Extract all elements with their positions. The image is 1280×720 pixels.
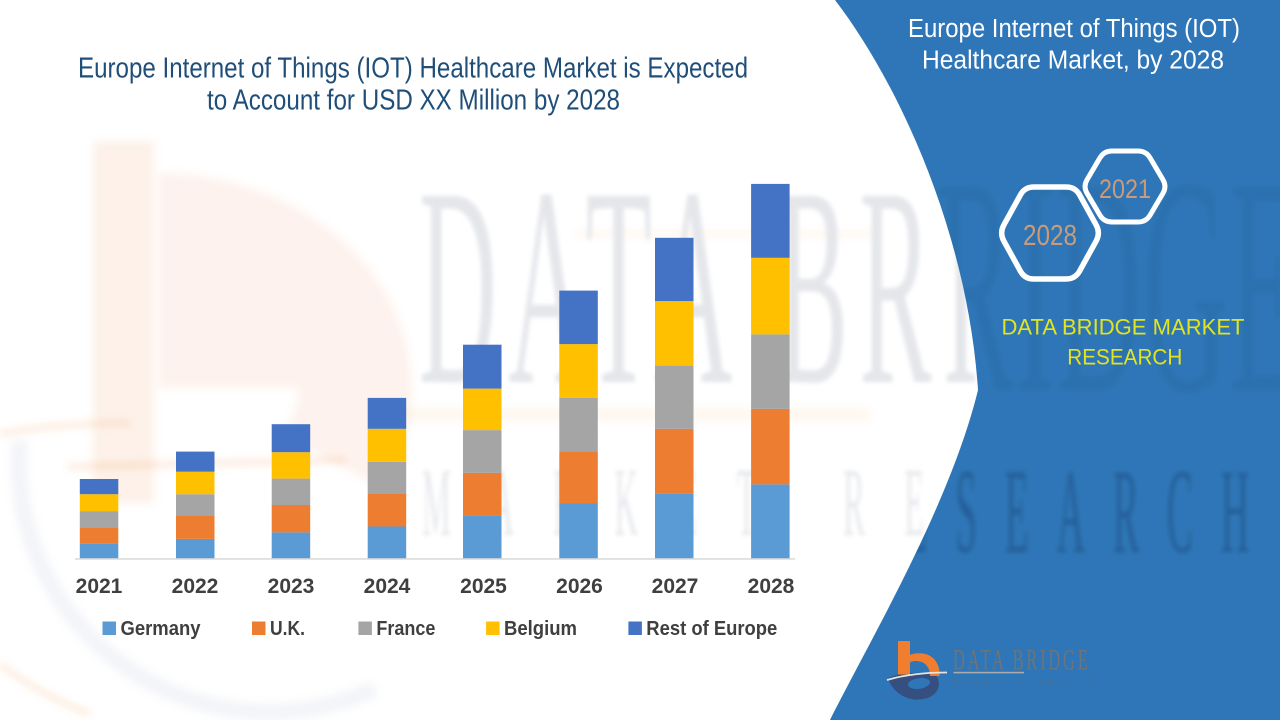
svg-text:Europe Internet of Things (IOT: Europe Internet of Things (IOT) Healthca… xyxy=(78,53,748,85)
svg-text:2023: 2023 xyxy=(268,575,315,598)
svg-text:2022: 2022 xyxy=(172,575,219,598)
svg-text:Germany: Germany xyxy=(121,617,202,640)
svg-text:DATA BRIDGE MARKET: DATA BRIDGE MARKET xyxy=(1002,314,1245,339)
svg-text:RESEARCH: RESEARCH xyxy=(1067,344,1182,369)
svg-text:U.K.: U.K. xyxy=(270,617,305,640)
svg-text:2021: 2021 xyxy=(1099,174,1151,204)
svg-text:Belgium: Belgium xyxy=(504,617,577,640)
svg-text:2026: 2026 xyxy=(556,575,603,598)
svg-text:MARKET RESEARCH: MARKET RESEARCH xyxy=(953,676,1099,689)
svg-text:to Account for USD XX Million: to Account for USD XX Million by 2028 xyxy=(207,85,620,117)
svg-text:Rest of Europe: Rest of Europe xyxy=(646,617,777,640)
svg-text:2027: 2027 xyxy=(652,575,699,598)
svg-text:2021: 2021 xyxy=(76,575,123,598)
svg-text:2028: 2028 xyxy=(748,575,795,598)
svg-text:Europe Internet of Things (IOT: Europe Internet of Things (IOT) xyxy=(908,15,1240,43)
svg-text:DATA BRIDGE: DATA BRIDGE xyxy=(953,643,1091,676)
svg-text:2025: 2025 xyxy=(460,575,507,598)
svg-text:France: France xyxy=(376,617,435,640)
svg-text:2024: 2024 xyxy=(364,575,411,598)
svg-text:Healthcare Market, by 2028: Healthcare Market, by 2028 xyxy=(922,47,1224,75)
svg-text:2028: 2028 xyxy=(1023,220,1077,252)
